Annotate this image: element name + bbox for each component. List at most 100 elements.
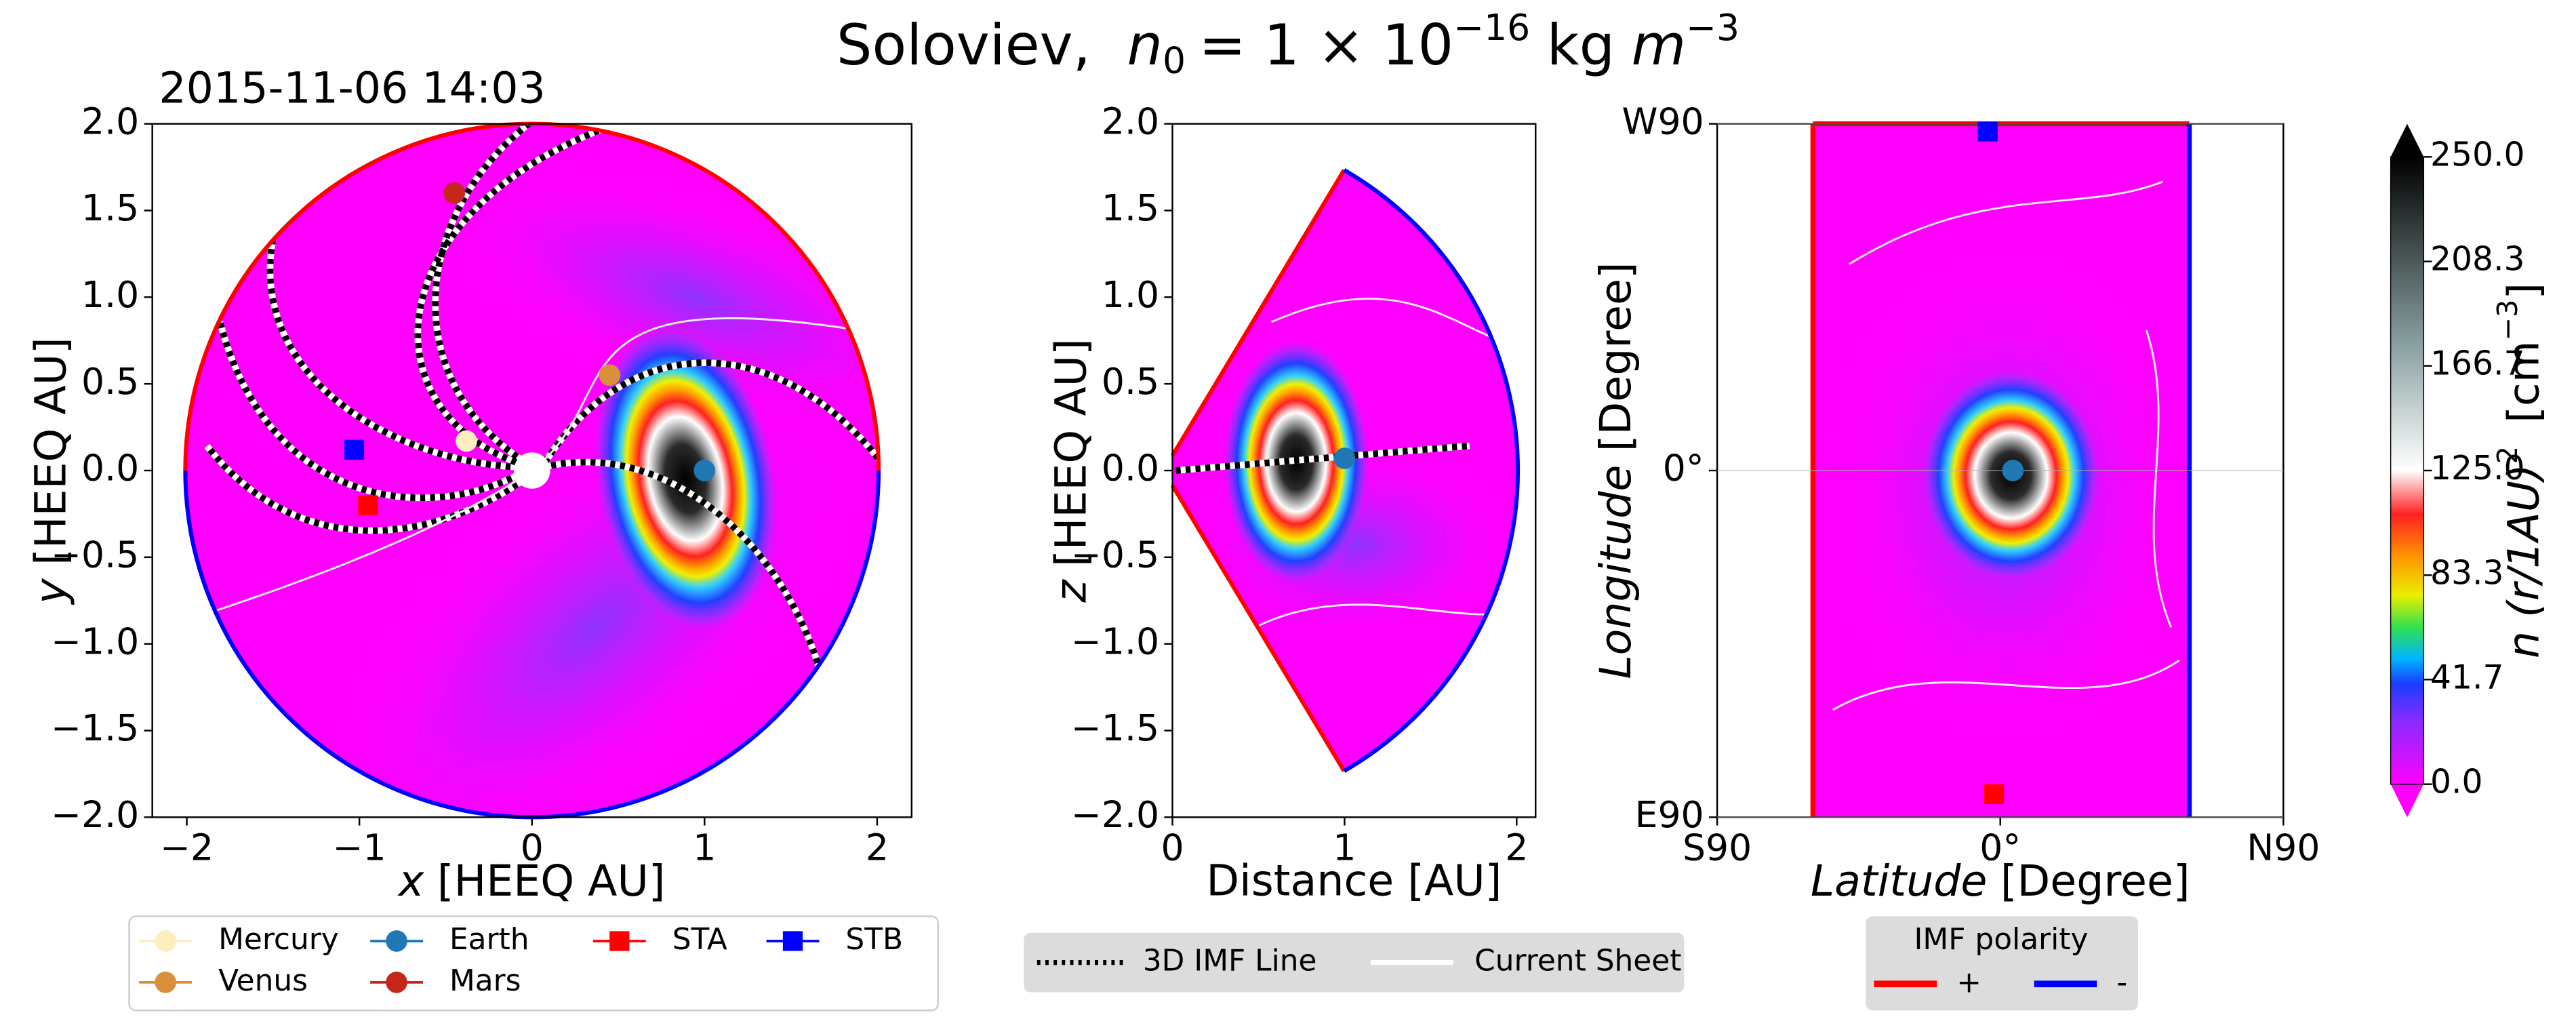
- marker: [1333, 447, 1356, 469]
- y-tick-label: 0.0: [81, 447, 139, 490]
- colorbar-tick-label: 166.7: [2430, 345, 2524, 383]
- y-tick-label: −2.0: [51, 793, 139, 836]
- x-tick-label: 0: [1161, 826, 1184, 869]
- text-part: [HEEQ AU]: [1045, 338, 1095, 567]
- marker: [443, 182, 466, 204]
- text-part: [Degree]: [2000, 855, 2190, 905]
- text-part: [HEEQ AU]: [25, 337, 75, 565]
- marker: [344, 439, 365, 460]
- legend-marker: [609, 931, 630, 951]
- legend-marker: [155, 972, 176, 993]
- x-tick-label: 1: [693, 826, 716, 869]
- y-tick-label: −0.5: [1071, 533, 1159, 576]
- y-tick-label: 0.5: [81, 360, 139, 403]
- marker: [2002, 460, 2024, 481]
- axis-label: y [HEEQ AU]: [25, 337, 75, 605]
- x-tick-label: −1: [333, 826, 386, 869]
- legend-title: IMF polarity: [1914, 922, 2089, 957]
- axis-label: x [HEEQ AU]: [397, 855, 665, 905]
- x-tick-label: 2: [866, 826, 889, 869]
- y-tick-label: 1.5: [1102, 186, 1159, 229]
- x-tick-label: 0°: [1979, 826, 2021, 869]
- legend-marker: [782, 931, 803, 951]
- y-tick-label: 2.0: [81, 100, 139, 142]
- colorbar-tick-label: 125.0: [2430, 450, 2524, 487]
- marker: [358, 495, 378, 515]
- y-tick-label: 0°: [1663, 447, 1704, 490]
- y-tick-label: 0.5: [1102, 360, 1159, 403]
- text-part: m: [1631, 13, 1686, 79]
- x-tick-label: N90: [2247, 826, 2320, 869]
- text-part: z: [1045, 579, 1095, 603]
- colorbar-label: n (r/1AU)2 [cm−3]: [2491, 283, 2548, 658]
- legend-label: Mars: [449, 963, 521, 998]
- text-part: 0: [1163, 39, 1186, 81]
- text-part: n: [1127, 13, 1163, 79]
- legend-label: 3D IMF Line: [1143, 944, 1317, 978]
- marker: [1984, 784, 2005, 804]
- text-part: [Degree]: [1590, 262, 1641, 452]
- marker: [1977, 121, 1998, 142]
- text-part: n (r/1AU): [2498, 464, 2548, 658]
- marker: [599, 364, 621, 386]
- text-part: ]: [2498, 283, 2548, 300]
- y-tick-label: 0.0: [1102, 447, 1159, 490]
- y-tick-label: E90: [1635, 793, 1704, 836]
- text-part: Longitude: [1590, 465, 1641, 679]
- y-tick-label: 1.0: [1102, 273, 1159, 316]
- legend-label: -: [2116, 965, 2127, 999]
- legend-marker: [386, 930, 407, 952]
- marker: [693, 460, 716, 481]
- text-part: [HEEQ AU]: [437, 855, 666, 905]
- colorbar-tick-label: 0.0: [2430, 763, 2482, 801]
- axis-label: z [HEEQ AU]: [1045, 338, 1095, 603]
- legend-label: STA: [672, 922, 727, 957]
- axis-label: Latitude [Degree]: [1811, 855, 2190, 905]
- x-tick-label: −2: [160, 826, 214, 869]
- text-part: −16: [1453, 5, 1530, 48]
- y-tick-label: −1.5: [51, 706, 139, 749]
- legend-label: Earth: [449, 922, 529, 957]
- text-part: Latitude: [1811, 855, 1988, 905]
- legend-label: Mercury: [218, 922, 339, 957]
- y-tick-label: W90: [1622, 100, 1704, 142]
- legend-label: Venus: [218, 963, 308, 998]
- x-tick-label: S90: [1683, 826, 1752, 869]
- x-tick-label: 2: [1505, 826, 1528, 869]
- text-part: 2: [2491, 446, 2524, 464]
- text-part: Soloviev,: [837, 13, 1091, 79]
- colorbar-tick-label: 208.3: [2430, 241, 2524, 279]
- density-field: [183, 121, 2424, 820]
- y-tick-label: 2.0: [1102, 100, 1159, 142]
- y-tick-label: 1.5: [81, 186, 139, 229]
- legend-label: +: [1956, 965, 1981, 999]
- y-tick-label: −1.0: [51, 620, 139, 662]
- y-tick-label: −1.5: [1071, 706, 1159, 749]
- text-part: y: [25, 578, 75, 605]
- text-part: x: [397, 855, 424, 905]
- subtitle: 2015-11-06 14:03: [159, 63, 545, 113]
- legend-boxes: [128, 915, 2139, 1012]
- chart-title: Soloviev, n0 = 1 × 10−16 kg m−3: [837, 5, 1739, 81]
- axis-label: Longitude [Degree]: [1590, 262, 1641, 679]
- text-part: kg: [1547, 13, 1615, 79]
- text-part: −3: [1686, 5, 1739, 48]
- colorbar-tick-label: 250.0: [2430, 136, 2524, 174]
- text-part: [cm: [2498, 341, 2548, 423]
- legend-label: Current Sheet: [1474, 944, 1681, 978]
- y-tick-label: −1.0: [1071, 620, 1159, 662]
- x-tick-label: 0: [521, 826, 544, 869]
- y-tick-label: −0.5: [51, 533, 139, 576]
- colorbar-tick-label: 41.7: [2430, 658, 2503, 696]
- y-tick-label: −2.0: [1071, 793, 1159, 836]
- text-part: = 1 × 10: [1199, 13, 1454, 79]
- text-part: −3: [2491, 300, 2524, 341]
- x-tick-label: 1: [1333, 826, 1356, 869]
- y-tick-label: 1.0: [81, 273, 139, 316]
- colorbar-tick-label: 83.3: [2430, 554, 2503, 592]
- legend-label: STB: [845, 922, 903, 957]
- legend-marker: [386, 972, 407, 993]
- axis-label: Distance [AU]: [1206, 855, 1502, 905]
